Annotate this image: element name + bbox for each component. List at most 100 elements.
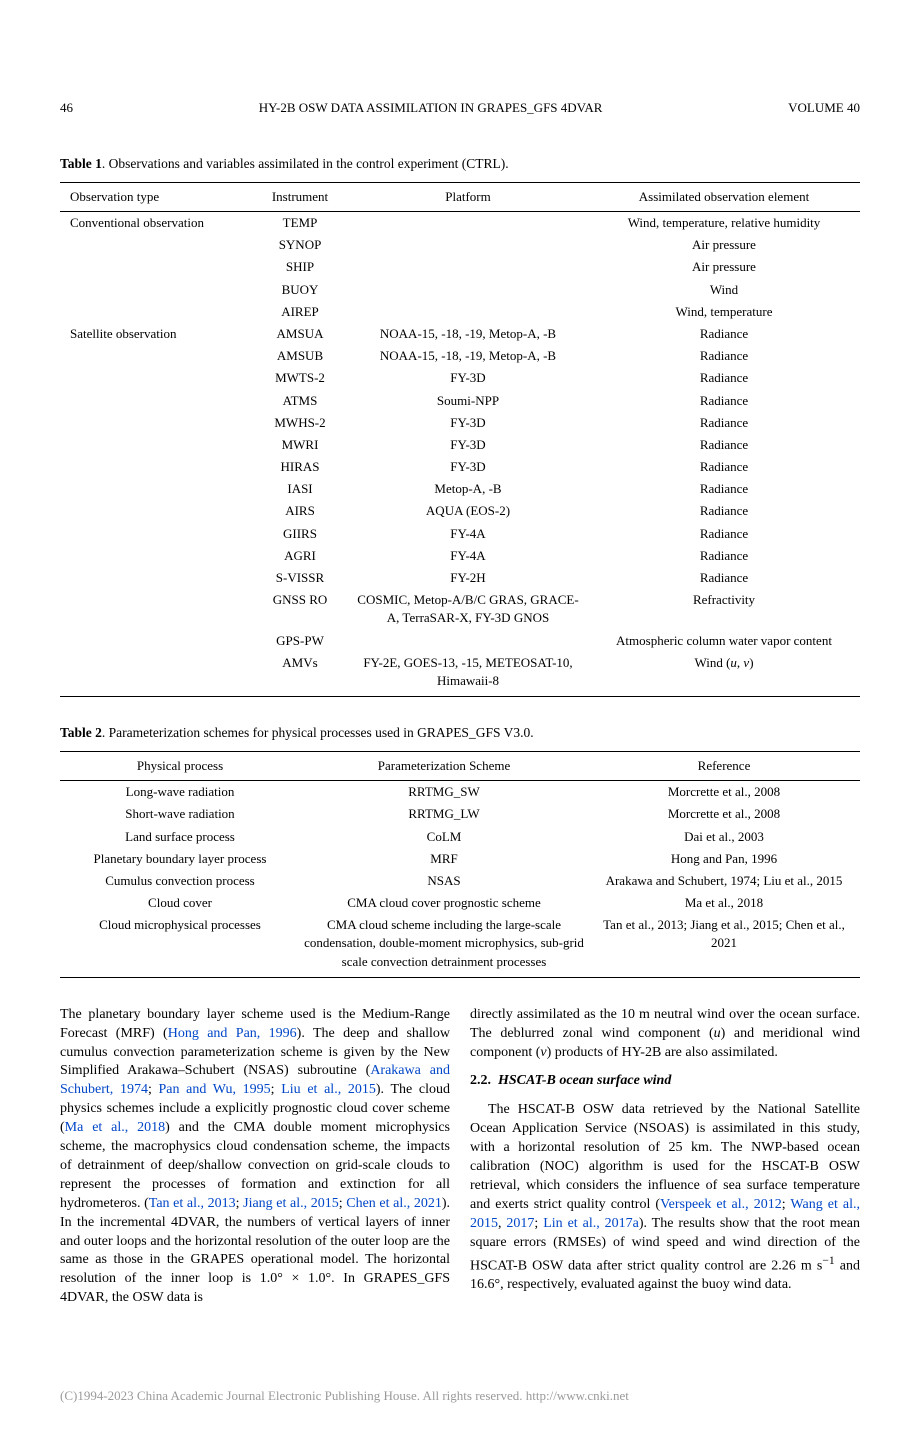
table-cell: [60, 390, 252, 412]
table-cell: NOAA-15, -18, -19, Metop-A, -B: [348, 323, 588, 345]
table-cell: FY-4A: [348, 523, 588, 545]
footer-text: (C)1994-2023 China Academic Journal Elec…: [60, 1388, 526, 1403]
table-cell: SHIP: [252, 256, 348, 278]
citation-link[interactable]: Hong and Pan, 1996: [168, 1026, 297, 1041]
footer-link[interactable]: http://www.cnki.net: [526, 1388, 629, 1403]
citation-link[interactable]: Pan and Wu, 1995: [159, 1082, 271, 1097]
table-cell: MWRI: [252, 434, 348, 456]
table-cell: [60, 545, 252, 567]
table-row: SYNOPAir pressure: [60, 234, 860, 256]
table-cell: HIRAS: [252, 456, 348, 478]
table-cell: FY-3D: [348, 412, 588, 434]
citation-link[interactable]: Ma et al., 2018: [65, 1120, 165, 1135]
table-cell: CMA cloud scheme including the large-sca…: [300, 914, 588, 977]
table-cell: Radiance: [588, 323, 860, 345]
citation-link[interactable]: Tan et al., 2013: [149, 1196, 236, 1211]
citation-link[interactable]: Jiang et al., 2015: [243, 1196, 339, 1211]
table-row: BUOYWind: [60, 279, 860, 301]
table-cell: Tan et al., 2013; Jiang et al., 2015; Ch…: [588, 914, 860, 977]
body-paragraph: The HSCAT-B OSW data retrieved by the Na…: [470, 1101, 860, 1295]
table2-label: Table 2: [60, 725, 102, 740]
table2-caption-text: . Parameterization schemes for physical …: [102, 725, 534, 740]
table-cell: Wind, temperature: [588, 301, 860, 323]
table-cell: GNSS RO: [252, 589, 348, 629]
table-cell: [348, 279, 588, 301]
table-cell: [60, 500, 252, 522]
table-cell: Soumi-NPP: [348, 390, 588, 412]
table-cell: MWHS-2: [252, 412, 348, 434]
table2-caption: Table 2. Parameterization schemes for ph…: [60, 725, 860, 741]
table-row: Cloud coverCMA cloud cover prognostic sc…: [60, 892, 860, 914]
table-cell: CoLM: [300, 826, 588, 848]
superscript: −1: [822, 1254, 834, 1267]
table2-col-header: Physical process: [60, 752, 300, 781]
left-column: The planetary boundary layer scheme used…: [60, 1006, 450, 1318]
citation-link[interactable]: 2017: [506, 1216, 534, 1231]
table-cell: [60, 630, 252, 652]
table-cell: FY-4A: [348, 545, 588, 567]
table-cell: NSAS: [300, 870, 588, 892]
table-cell: [60, 345, 252, 367]
table-cell: [60, 234, 252, 256]
table1-label: Table 1: [60, 156, 102, 171]
table-cell: Ma et al., 2018: [588, 892, 860, 914]
table-cell: Radiance: [588, 456, 860, 478]
table-row: GPS-PWAtmospheric column water vapor con…: [60, 630, 860, 652]
table-cell: TEMP: [252, 212, 348, 235]
table-cell: Atmospheric column water vapor content: [588, 630, 860, 652]
table-cell: [60, 412, 252, 434]
citation-link[interactable]: Chen et al., 2021: [346, 1196, 442, 1211]
table-cell: [60, 434, 252, 456]
table-cell: Long-wave radiation: [60, 781, 300, 804]
right-column: directly assimilated as the 10 m neutral…: [470, 1006, 860, 1318]
table-cell: Radiance: [588, 367, 860, 389]
section-heading: 2.2. HSCAT-B ocean surface wind: [470, 1072, 860, 1091]
citation-link[interactable]: Liu et al., 2015: [281, 1082, 376, 1097]
table-cell: Metop-A, -B: [348, 478, 588, 500]
table1-col-header: Platform: [348, 183, 588, 212]
table1: Observation type Instrument Platform Ass…: [60, 182, 860, 697]
running-title: HY-2B OSW DATA ASSIMILATION IN GRAPES_GF…: [73, 100, 788, 116]
table2-col-header: Parameterization Scheme: [300, 752, 588, 781]
table-cell: [60, 478, 252, 500]
table-cell: Cloud cover: [60, 892, 300, 914]
table-cell: [60, 523, 252, 545]
table-cell: [348, 630, 588, 652]
table2: Physical process Parameterization Scheme…: [60, 751, 860, 978]
table-cell: [60, 279, 252, 301]
table-cell: [60, 367, 252, 389]
table-cell: Radiance: [588, 412, 860, 434]
table-cell: Radiance: [588, 345, 860, 367]
volume-label: VOLUME 40: [788, 100, 860, 116]
table1-col-header: Instrument: [252, 183, 348, 212]
table-cell: COSMIC, Metop-A/B/C GRAS, GRACE-A, Terra…: [348, 589, 588, 629]
table-row: AIRSAQUA (EOS-2)Radiance: [60, 500, 860, 522]
table-cell: Satellite observation: [60, 323, 252, 345]
table-row: GNSS ROCOSMIC, Metop-A/B/C GRAS, GRACE-A…: [60, 589, 860, 629]
table-cell: Radiance: [588, 478, 860, 500]
table-cell: [60, 256, 252, 278]
table-cell: Arakawa and Schubert, 1974; Liu et al., …: [588, 870, 860, 892]
table-cell: Short-wave radiation: [60, 803, 300, 825]
table-row: Land surface processCoLMDai et al., 2003: [60, 826, 860, 848]
table-cell: AMSUA: [252, 323, 348, 345]
table-cell: Radiance: [588, 545, 860, 567]
table-row: SHIPAir pressure: [60, 256, 860, 278]
table-cell: AIREP: [252, 301, 348, 323]
table-cell: FY-3D: [348, 434, 588, 456]
table-row: MWHS-2FY-3DRadiance: [60, 412, 860, 434]
table-cell: AGRI: [252, 545, 348, 567]
table-cell: Radiance: [588, 434, 860, 456]
table-cell: [60, 456, 252, 478]
body-paragraph: directly assimilated as the 10 m neutral…: [470, 1006, 860, 1063]
table-row: ATMSSoumi-NPPRadiance: [60, 390, 860, 412]
table-row: Cloud microphysical processesCMA cloud s…: [60, 914, 860, 977]
table-row: GIIRSFY-4ARadiance: [60, 523, 860, 545]
citation-link[interactable]: Verspeek et al., 2012: [660, 1197, 782, 1212]
table-cell: [60, 567, 252, 589]
table-cell: ATMS: [252, 390, 348, 412]
table-cell: [60, 589, 252, 629]
table-row: Satellite observationAMSUANOAA-15, -18, …: [60, 323, 860, 345]
citation-link[interactable]: Lin et al., 2017a: [543, 1216, 639, 1231]
table1-caption-text: . Observations and variables assimilated…: [102, 156, 509, 171]
